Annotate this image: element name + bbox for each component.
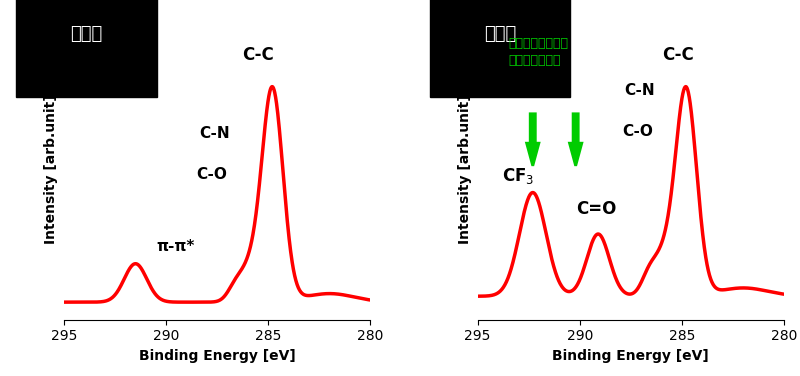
Text: C=O: C=O: [576, 200, 616, 218]
Text: C-N: C-N: [625, 83, 655, 98]
Text: C-C: C-C: [242, 46, 274, 64]
Text: C-C: C-C: [662, 46, 694, 64]
Text: C-N: C-N: [199, 126, 230, 141]
Text: π-π*: π-π*: [156, 239, 194, 254]
Text: CF$_3$: CF$_3$: [502, 166, 534, 186]
Text: C-O: C-O: [622, 124, 654, 139]
X-axis label: Binding Energy [eV]: Binding Energy [eV]: [139, 349, 295, 363]
Text: 修飾前: 修飾前: [70, 25, 102, 43]
Text: C-O: C-O: [197, 167, 227, 182]
Y-axis label: Intensity [arb.unit]: Intensity [arb.unit]: [458, 94, 472, 244]
Polygon shape: [570, 114, 582, 166]
X-axis label: Binding Energy [eV]: Binding Energy [eV]: [553, 349, 709, 363]
Text: 修飾後: 修飾後: [484, 25, 516, 43]
Y-axis label: Intensity [arb.unit]: Intensity [arb.unit]: [45, 94, 58, 244]
Polygon shape: [526, 114, 539, 166]
Text: 化学修飾によって
出現したピーク: 化学修飾によって 出現したピーク: [508, 37, 568, 67]
